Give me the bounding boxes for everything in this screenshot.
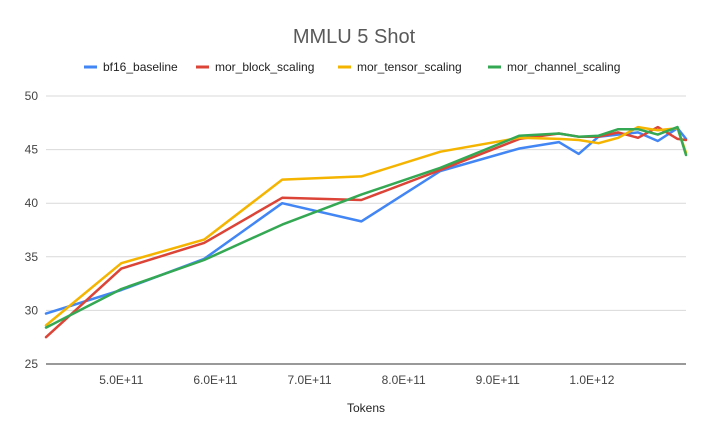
series-line-mor-tensor-scaling — [44, 125, 688, 327]
legend-label: mor_channel_scaling — [507, 60, 620, 74]
x-tick-label: 5.0E+11 — [99, 373, 143, 387]
legend-item-mor-tensor-scaling: mor_tensor_scaling — [338, 60, 462, 74]
y-tick-label: 40 — [25, 196, 39, 210]
legend-label: bf16_baseline — [103, 60, 178, 74]
y-tick-label: 50 — [25, 89, 39, 103]
y-tick-label: 45 — [25, 143, 39, 157]
legend-label: mor_tensor_scaling — [357, 60, 462, 74]
y-tick-label: 35 — [25, 250, 39, 264]
legend-item-mor-channel-scaling: mor_channel_scaling — [488, 60, 620, 74]
x-tick-label: 1.0E+12 — [569, 373, 614, 387]
series-line-bf16-baseline — [44, 126, 688, 315]
x-axis-ticks: 5.0E+11 6.0E+11 7.0E+11 8.0E+11 9.0E+11 1.0E+… — [99, 373, 615, 387]
legend: bf16_baseline mor_block_scaling mor_tensor… — [84, 60, 620, 74]
y-tick-label: 30 — [25, 303, 39, 317]
series-lines — [44, 125, 688, 339]
x-tick-label: 6.0E+11 — [193, 373, 237, 387]
y-axis-ticks: 25 30 35 40 45 50 — [25, 89, 39, 371]
chart-title: MMLU 5 Shot — [293, 26, 416, 48]
legend-label: mor_block_scaling — [215, 60, 314, 74]
series-line-mor-block-scaling — [44, 125, 688, 339]
y-tick-label: 25 — [25, 357, 39, 371]
x-tick-label: 9.0E+11 — [476, 373, 520, 387]
legend-item-mor-block-scaling: mor_block_scaling — [196, 60, 314, 74]
series-line-mor-channel-scaling — [44, 125, 688, 329]
x-tick-label: 7.0E+11 — [287, 373, 331, 387]
x-tick-label: 8.0E+11 — [382, 373, 426, 387]
gridlines — [46, 95, 686, 365]
x-axis-label: Tokens — [347, 401, 385, 415]
legend-item-bf16-baseline: bf16_baseline — [84, 60, 178, 74]
